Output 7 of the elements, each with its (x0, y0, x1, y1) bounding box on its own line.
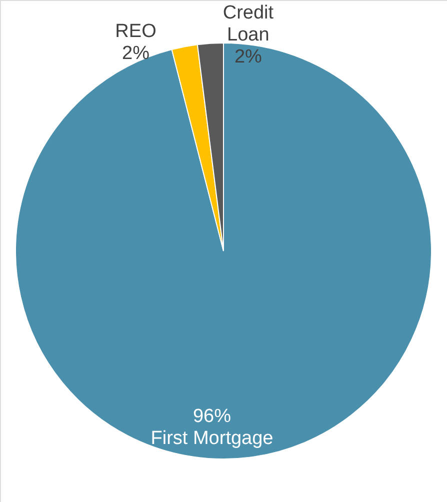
slice-label: REO (115, 20, 156, 42)
data-label: 96% (192, 406, 232, 427)
slice-label: Credit Loan (222, 2, 274, 46)
slice-label: First Mortgage (150, 428, 274, 449)
data-label: 2% (234, 46, 262, 68)
data-label: 2% (122, 42, 150, 64)
pie-slice (15, 42, 432, 460)
